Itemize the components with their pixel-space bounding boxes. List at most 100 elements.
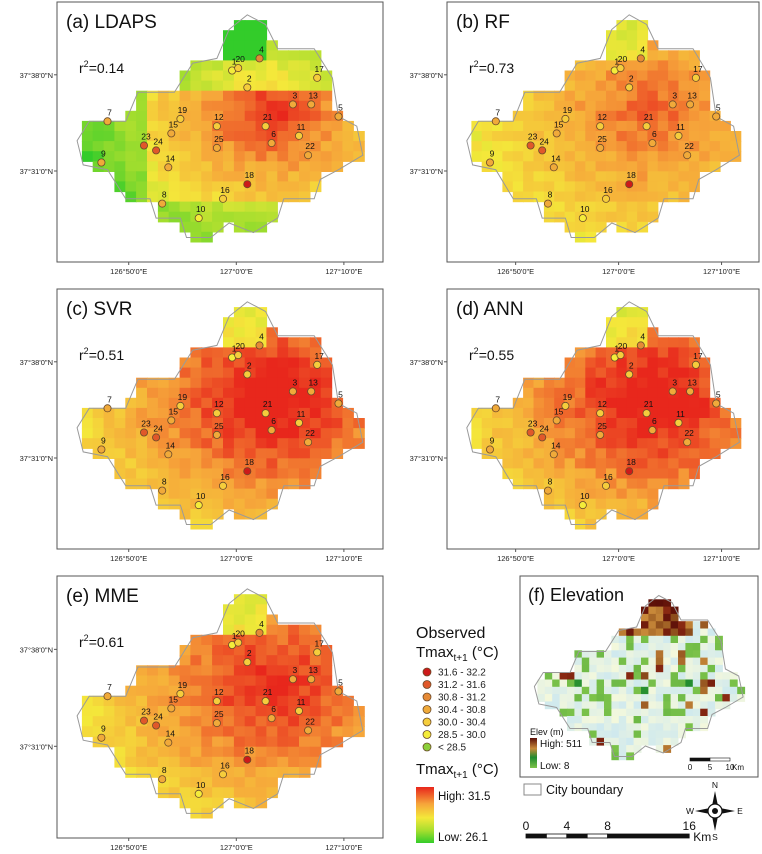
raster-cell [223, 201, 235, 213]
raster-cell [190, 201, 202, 213]
raster-cell [114, 448, 126, 459]
raster-cell [678, 120, 690, 132]
raster-cell [277, 458, 289, 469]
raster-cell [212, 634, 224, 646]
elevation-cell [685, 635, 694, 644]
raster-cell [616, 30, 628, 41]
station-label: 14 [166, 729, 176, 739]
elevation-cell [589, 730, 598, 739]
raster-cell [147, 756, 159, 768]
elevation-cell [626, 686, 635, 695]
raster-cell [595, 397, 607, 409]
raster-cell [626, 347, 638, 359]
raster-cell [595, 110, 607, 122]
elevation-cell [685, 664, 694, 673]
raster-cell [233, 90, 246, 102]
raster-cell [168, 498, 181, 510]
raster-cell [255, 746, 268, 758]
elevation-cell [633, 672, 642, 680]
raster-cell [277, 665, 289, 677]
raster-cell [595, 347, 607, 359]
raster-cell [512, 407, 524, 419]
raster-cell [564, 191, 576, 203]
raster-cell [299, 357, 311, 369]
raster-cell [201, 110, 213, 122]
raster-cell [595, 100, 607, 112]
raster-cell [606, 100, 617, 112]
raster-cell [136, 767, 148, 778]
raster-cell [606, 171, 617, 182]
raster-cell [502, 438, 514, 449]
raster-cell [266, 458, 278, 469]
raster-cell [157, 131, 170, 142]
raster-cell [647, 70, 659, 82]
raster-cell [277, 397, 289, 409]
raster-cell [471, 151, 483, 162]
raster-cell [255, 191, 268, 203]
raster-cell [626, 508, 638, 520]
raster-cell [157, 468, 170, 480]
lon-label: 126°50'0"E [110, 267, 147, 276]
raster-cell [266, 706, 278, 717]
legend-class-label: < 28.5 [438, 743, 467, 754]
elevation-cell [574, 708, 583, 717]
raster-cell [190, 161, 202, 172]
station-marker [139, 428, 148, 437]
raster-cell [125, 131, 137, 142]
raster-cell [233, 767, 246, 778]
raster-cell [492, 418, 504, 429]
raster-cell [244, 428, 257, 439]
raster-cell [223, 645, 235, 656]
raster-cell [481, 407, 493, 419]
raster-cell [81, 151, 94, 162]
raster-cell [564, 141, 576, 152]
raster-cell [266, 407, 278, 419]
r2-label: r2=0.14 [79, 59, 124, 76]
raster-cell [595, 80, 607, 92]
station-marker [683, 151, 692, 160]
elevation-cell [655, 664, 664, 673]
raster-cell [233, 695, 246, 707]
raster-cell [244, 100, 257, 112]
raster-cell [157, 746, 170, 758]
raster-cell [244, 665, 257, 677]
raster-cell [233, 367, 246, 379]
station-marker [561, 401, 570, 410]
elevation-cell [700, 664, 709, 673]
raster-cell [564, 161, 576, 172]
elevation-cell [618, 664, 627, 673]
elevation-cell [574, 650, 583, 659]
raster-cell [320, 736, 333, 748]
r2-label: r2=0.61 [79, 633, 124, 650]
station-marker [625, 467, 634, 476]
raster-cell [574, 191, 586, 203]
raster-cell [277, 716, 289, 727]
elevation-cell [700, 672, 709, 680]
raster-cell [699, 387, 711, 399]
elevation-cell [648, 621, 657, 629]
elevation-cell [655, 650, 664, 659]
raster-cell [179, 90, 192, 102]
raster-cell [147, 377, 159, 389]
elevation-cell [596, 716, 605, 724]
raster-cell [668, 458, 680, 469]
elevation-cell [596, 701, 605, 710]
raster-cell [309, 418, 322, 429]
station-label: 16 [220, 760, 230, 770]
raster-cell [299, 171, 311, 182]
raster-cell [688, 448, 700, 459]
raster-cell [244, 110, 257, 122]
raster-cell [212, 777, 224, 788]
station-marker [616, 351, 625, 360]
raster-cell [585, 171, 597, 182]
raster-cell [523, 110, 535, 122]
raster-cell [201, 488, 213, 500]
elevation-cell [567, 672, 575, 680]
elevation-cell [559, 679, 568, 688]
raster-cell [212, 438, 224, 449]
raster-cell [201, 685, 213, 697]
raster-cell [244, 418, 257, 429]
raster-cell [626, 448, 638, 459]
elevation-cell [715, 657, 723, 666]
raster-cell [595, 367, 607, 379]
